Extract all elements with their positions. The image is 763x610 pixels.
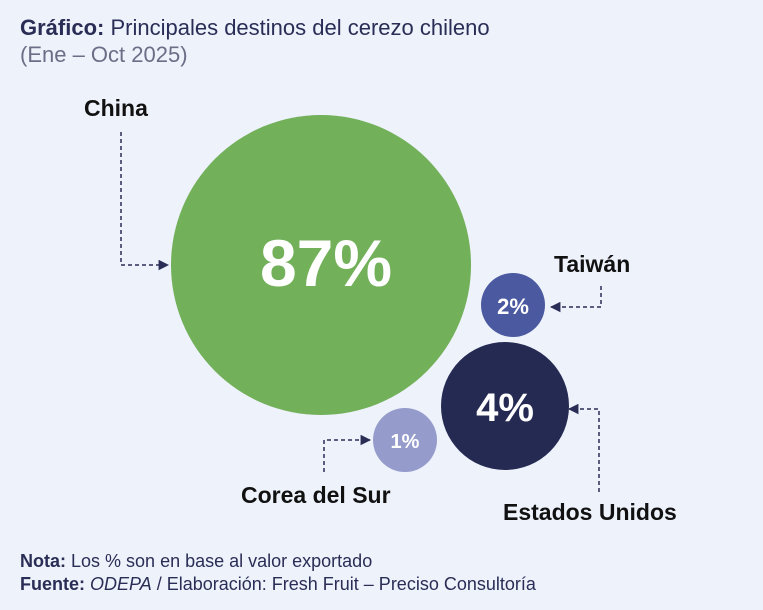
source-label: Fuente: xyxy=(20,574,85,594)
note-line: Nota: Los % son en base al valor exporta… xyxy=(20,550,536,573)
note-label: Nota: xyxy=(20,551,66,571)
chart-subtitle: (Ene – Oct 2025) xyxy=(20,42,188,67)
value-label-taiwan: 2% xyxy=(497,294,529,319)
connector-china xyxy=(120,132,170,271)
bubble-china xyxy=(171,115,471,415)
source-name: ODEPA xyxy=(90,574,152,594)
title-label: Gráfico: xyxy=(20,15,105,40)
source-elaboration: Elaboración: Fresh Fruit – Preciso Consu… xyxy=(166,574,536,594)
value-label-estados-unidos: 4% xyxy=(476,386,534,430)
connector-corea-del-sur xyxy=(323,434,372,472)
value-label-corea-del-sur: 1% xyxy=(391,431,420,453)
title-text: Principales destinos del cerezo chileno xyxy=(110,15,490,40)
chart-title: Gráfico: Principales destinos del cerezo… xyxy=(20,14,490,41)
note-text: Los % son en base al valor exportado xyxy=(71,551,373,571)
value-label-china: 87% xyxy=(260,226,392,300)
category-label-corea-del-sur: Corea del Sur xyxy=(241,482,391,508)
connector-estados-unidos xyxy=(567,403,600,492)
source-separator: / xyxy=(151,574,167,594)
category-label-china: China xyxy=(84,95,148,121)
chart-footer: Nota: Los % son en base al valor exporta… xyxy=(20,550,536,596)
bubble-estados-unidos xyxy=(441,342,569,470)
bubble-corea-del-sur xyxy=(373,408,437,472)
category-label-taiwan: Taiwán xyxy=(554,251,630,277)
category-label-estados-unidos: Estados Unidos xyxy=(503,499,677,525)
bubble-taiwan xyxy=(481,273,545,337)
chart-header: Gráfico: Principales destinos del cerezo… xyxy=(20,14,490,68)
connector-taiwan xyxy=(549,286,602,313)
source-line: Fuente: ODEPA / Elaboración: Fresh Fruit… xyxy=(20,573,536,596)
